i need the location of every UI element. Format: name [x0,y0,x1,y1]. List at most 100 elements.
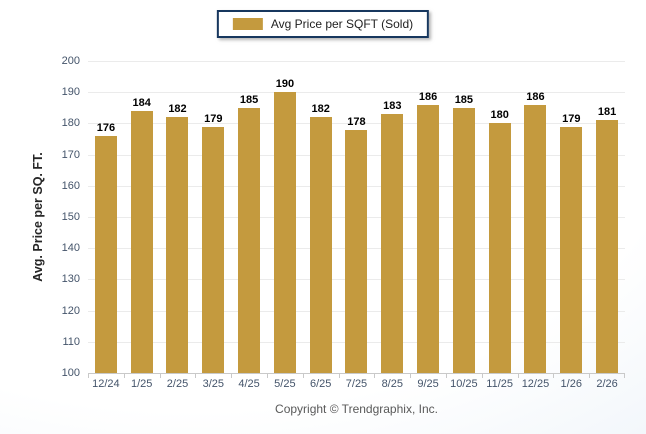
bar-slot: 186 [518,61,554,373]
bar-slot: 183 [374,61,410,373]
bar-slot: 180 [482,61,518,373]
axis-tick [231,374,232,378]
bar [596,120,619,373]
y-tick-label: 160 [61,179,80,192]
x-tick-label: 7/25 [345,378,368,390]
axis-tick [160,374,161,378]
bar-value-label: 178 [347,115,366,128]
bar [166,117,189,373]
x-tick-label: 10/25 [450,378,478,390]
y-axis-title: Avg. Price per SQ. FT. [31,152,45,282]
bar-slot: 179 [553,61,589,373]
x-tick-label: 1/25 [130,378,153,390]
axis-tick [589,374,590,378]
bar [381,114,404,373]
bar-value-label: 176 [96,121,116,134]
bar-value-label: 186 [526,90,545,103]
bar [238,107,261,373]
x-tick-label: 11/25 [486,378,514,390]
bar-value-label: 179 [562,112,581,125]
legend-swatch-icon [232,18,263,30]
y-tick-label: 180 [61,117,80,130]
x-tick-label: 9/25 [417,378,439,390]
x-tick-label: 12/25 [521,378,550,390]
bar [417,104,440,373]
x-tick-label: 8/25 [381,378,403,390]
axis-tick [303,374,304,378]
bar-value-label: 186 [418,90,438,103]
axis-tick [88,374,89,378]
bar-value-label: 182 [311,103,330,116]
axis-tick [553,374,554,378]
axis-tick [624,374,625,378]
y-tick-label: 190 [61,86,80,99]
x-tick-label: 1/26 [560,378,582,390]
x-axis-tick-labels: 12/24 1/25 2/25 3/25 4/25 5/25 6/25 7/25 8/25 9/2… [88,378,625,390]
x-tick-label: 2/25 [166,378,189,390]
bar-value-label: 181 [597,106,617,119]
x-tick-label: 6/25 [309,378,332,390]
axis-tick [124,374,125,378]
y-tick-label: 170 [61,148,80,161]
bar [273,92,296,373]
bar-slot: 186 [410,61,446,373]
bar-slot: 176 [88,61,124,373]
bar-value-label: 185 [239,93,259,106]
axis-tick [410,374,411,378]
bar-slot: 190 [267,61,303,373]
axis-tick [195,374,196,378]
y-tick-label: 110 [62,335,80,348]
bar-value-label: 180 [490,109,509,122]
axis-tick [482,374,483,378]
bar [309,117,332,373]
x-tick-label: 5/25 [274,378,296,390]
x-tick-label: 3/25 [202,378,224,390]
plot-area: 176 184 182 179 185 190 182 178 183 186 185 180 186 1… [88,61,625,374]
bar-slot: 181 [589,61,625,373]
bar-slot: 185 [446,61,482,373]
x-tick-label: 12/24 [92,378,120,390]
x-axis-ticks [88,374,625,378]
axis-tick [374,374,375,378]
bar-slot: 184 [124,61,160,373]
y-tick-label: 100 [61,367,80,379]
y-tick-label: 140 [61,242,80,255]
bar-value-label: 179 [204,112,223,125]
bar-slot: 179 [195,61,231,373]
axis-tick [267,374,268,378]
bar-slot: 178 [339,61,375,373]
bar [202,126,225,373]
bar-value-label: 185 [454,93,474,106]
y-tick-label: 200 [61,55,80,67]
bar-value-label: 190 [275,78,295,91]
bar-value-label: 184 [132,96,151,109]
bar-series: 176 184 182 179 185 190 182 178 183 186 185 180 186 1… [88,61,625,373]
x-tick-label: 4/25 [238,378,260,390]
legend-label: Avg Price per SQFT (Sold) [270,17,414,31]
y-tick-label: 150 [61,211,80,223]
bar [488,123,511,373]
bar [345,129,368,373]
axis-tick [446,374,447,378]
gridline [88,92,625,94]
bar-value-label: 182 [168,103,187,116]
bar-slot: 182 [303,61,339,373]
bar [452,107,475,373]
axis-tick [518,374,519,378]
gridline [88,61,625,62]
bar-slot: 182 [160,61,196,373]
x-tick-label: 2/26 [596,378,618,390]
axis-tick [339,374,340,378]
gridline [88,123,625,125]
bar [560,126,583,373]
y-tick-label: 120 [61,304,80,317]
legend: Avg Price per SQFT (Sold) [216,10,430,38]
y-tick-label: 130 [61,273,80,286]
bar [94,135,117,373]
bar-value-label: 183 [383,100,402,113]
copyright-text: Copyright © Trendgraphix, Inc. [275,402,438,416]
bar [524,104,547,373]
bar [130,110,153,373]
bar-slot: 185 [231,61,267,373]
